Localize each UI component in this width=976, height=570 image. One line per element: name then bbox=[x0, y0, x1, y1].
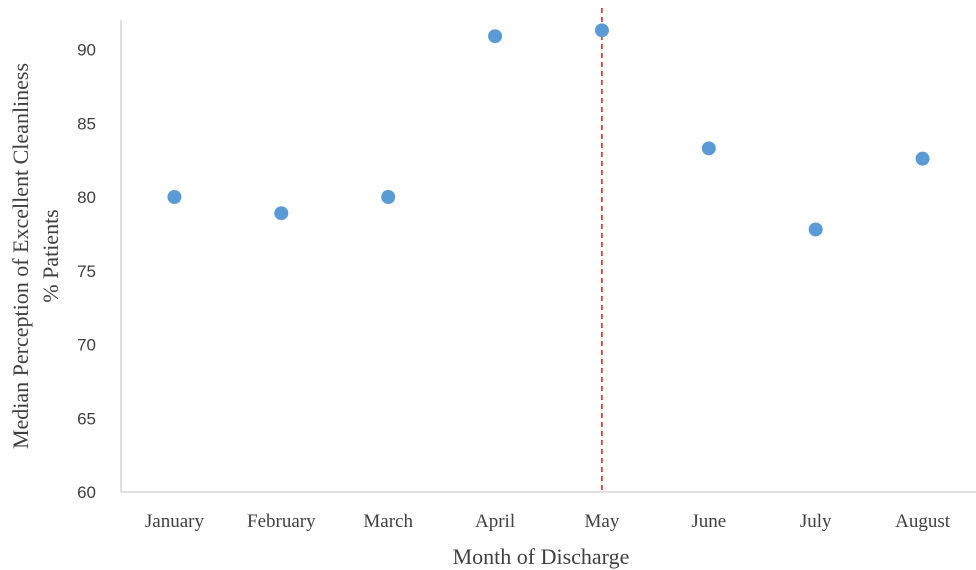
data-points bbox=[167, 23, 930, 237]
y-tick-label-90: 90 bbox=[77, 41, 96, 60]
data-point-august bbox=[915, 151, 930, 166]
y-axis-ticks: 60 65 70 75 80 85 90 bbox=[77, 41, 96, 503]
data-point-june bbox=[701, 141, 716, 156]
x-axis-ticks: January February March April May June July Augu… bbox=[145, 511, 951, 532]
y-tick-label-60: 60 bbox=[77, 483, 96, 502]
data-point-february bbox=[274, 206, 289, 221]
x-tick-label-may: May bbox=[585, 511, 620, 532]
data-point-july bbox=[808, 222, 823, 237]
x-axis-title: Month of Discharge bbox=[453, 544, 630, 569]
x-tick-label-april: April bbox=[475, 511, 515, 532]
y-tick-label-65: 65 bbox=[77, 409, 96, 428]
data-point-april bbox=[488, 29, 503, 44]
y-axis-title-unit: % Patients bbox=[38, 209, 63, 303]
y-tick-label-70: 70 bbox=[77, 336, 96, 355]
y-axis-title: Median Perception of Excellent Cleanline… bbox=[8, 63, 33, 449]
x-tick-label-june: June bbox=[691, 511, 726, 532]
data-point-january bbox=[167, 190, 182, 204]
x-tick-label-march: March bbox=[363, 511, 413, 532]
x-tick-label-february: February bbox=[247, 511, 316, 532]
data-point-may bbox=[594, 23, 609, 38]
y-tick-label-75: 75 bbox=[77, 262, 96, 281]
y-tick-label-80: 80 bbox=[77, 188, 96, 207]
y-tick-label-85: 85 bbox=[77, 114, 96, 133]
x-tick-label-august: August bbox=[895, 511, 951, 532]
x-tick-label-july: July bbox=[800, 511, 832, 532]
data-point-march bbox=[381, 190, 396, 204]
x-tick-label-january: January bbox=[145, 511, 205, 532]
